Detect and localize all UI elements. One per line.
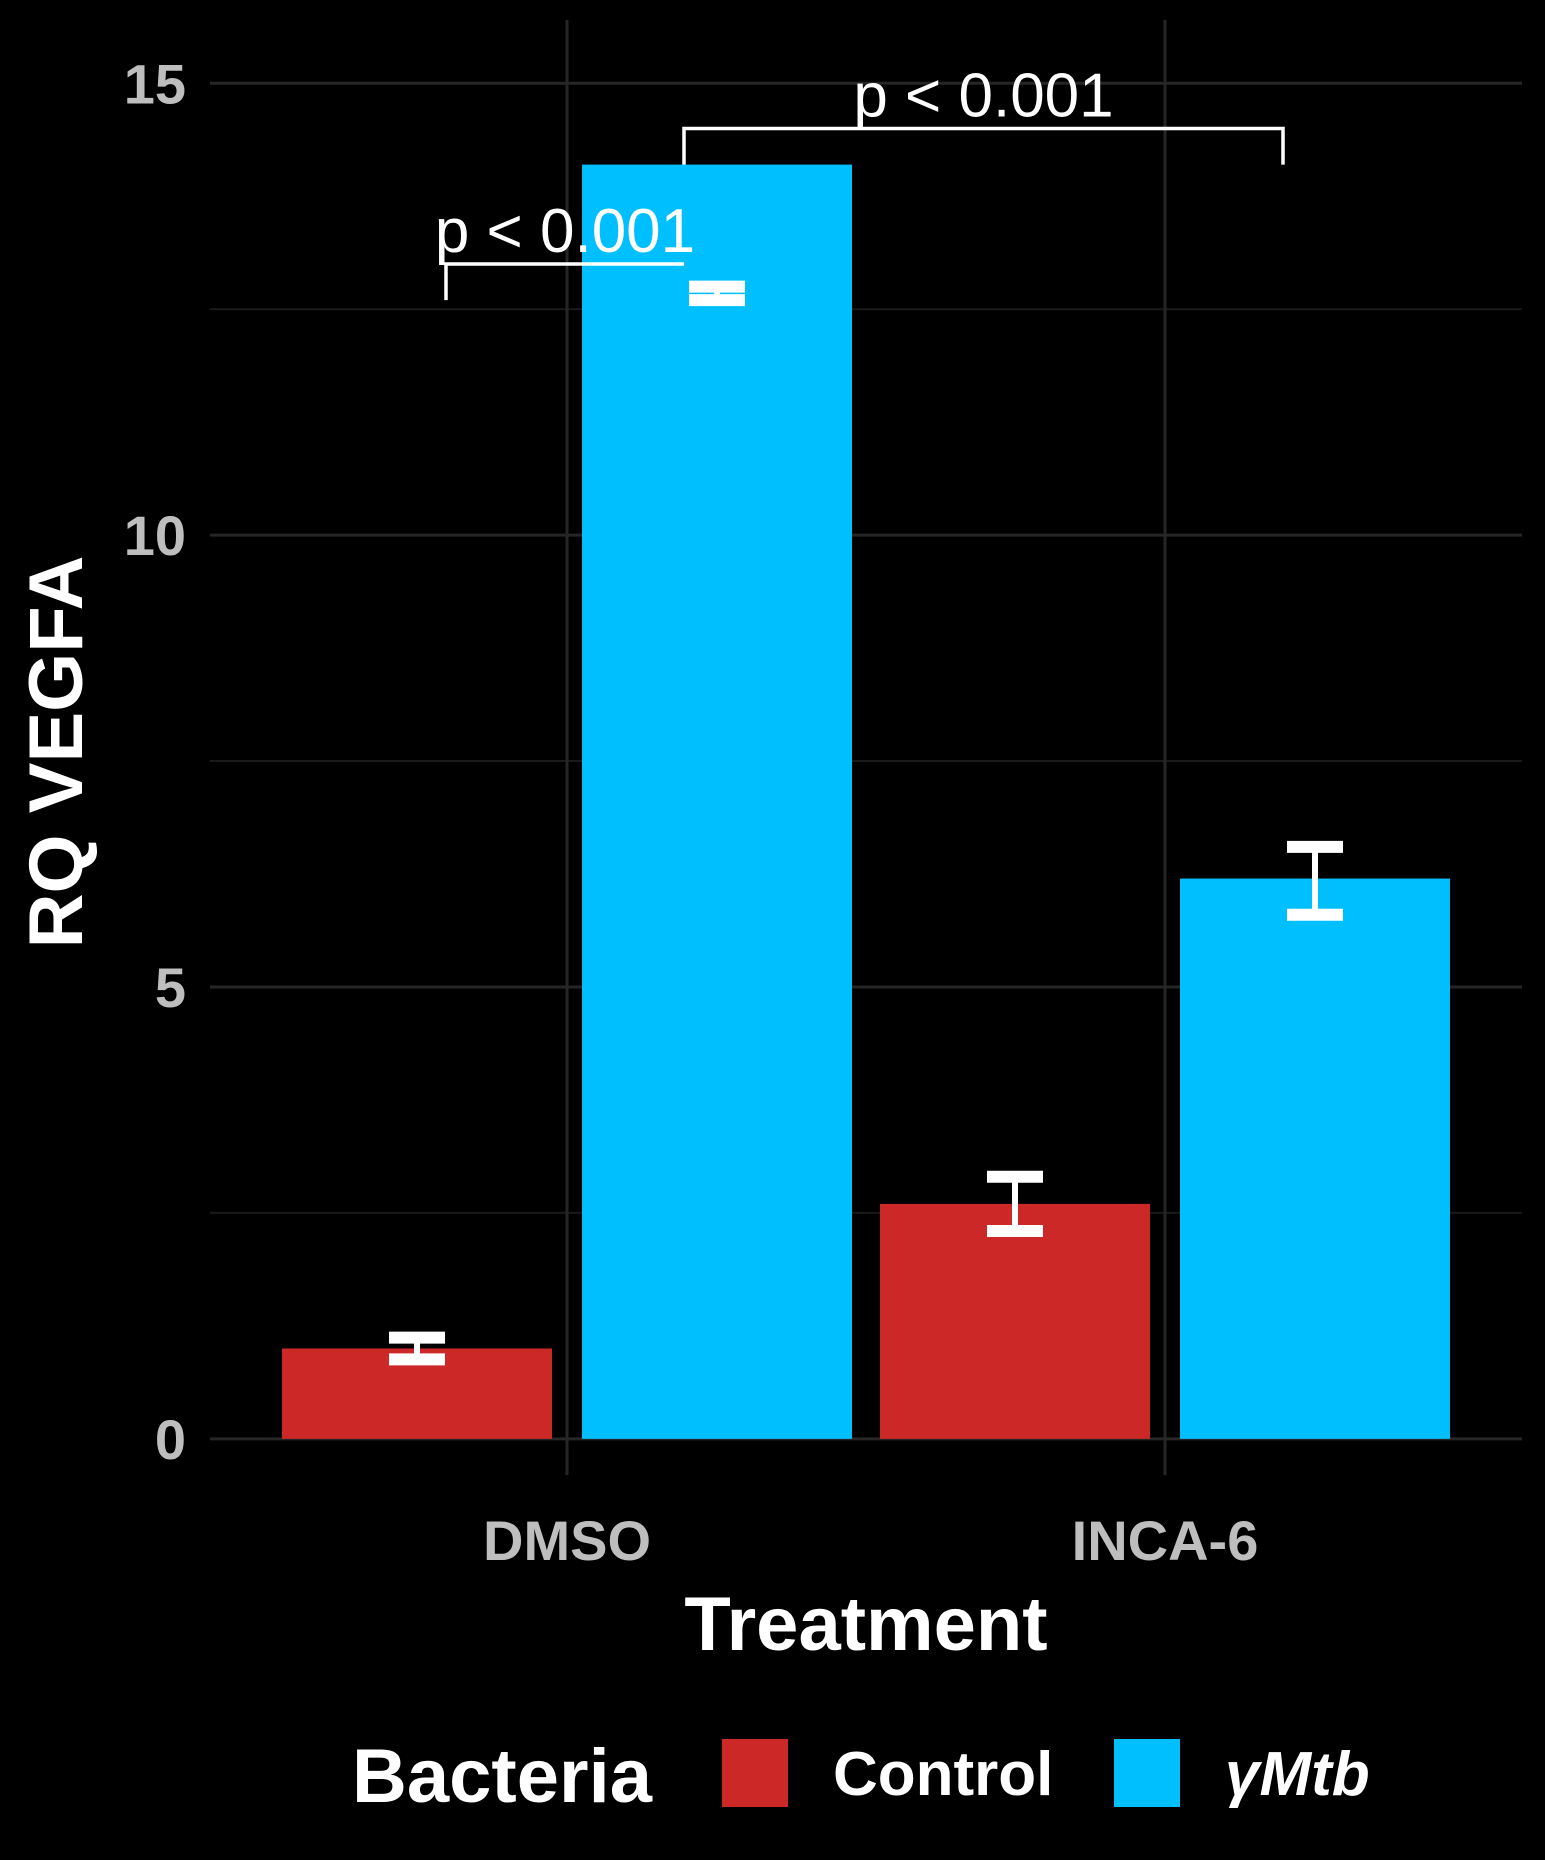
- bar-control-inca6: [880, 1203, 1150, 1439]
- legend-swatch-1: [1114, 1739, 1180, 1807]
- errorbar-0-0: [389, 1331, 445, 1366]
- y-axis-title: RQ VEGFA: [14, 556, 99, 949]
- bar-mtb-dmso: [582, 164, 852, 1439]
- bracket-line: [444, 262, 684, 301]
- y-tick-label: 10: [124, 504, 186, 567]
- y-tick-label: 0: [155, 1408, 186, 1471]
- errorbar-0-1: [987, 1170, 1043, 1237]
- significance-bracket-1: p < 0.001: [682, 61, 1285, 165]
- legend-label-1: γMtb: [1225, 1740, 1370, 1809]
- errorbar-1-0: [689, 280, 745, 307]
- axis-layer: 0 5 10 15 DMSO INCA-6 Treatment RQ VEGFA: [14, 52, 1258, 1667]
- y-tick-label: 15: [124, 52, 186, 115]
- significance-label: p < 0.001: [853, 61, 1113, 130]
- errorbar-layer: [389, 280, 1343, 1366]
- significance-bracket-0: p < 0.001: [435, 197, 695, 301]
- legend-title: Bacteria: [352, 1734, 653, 1819]
- annotation-layer: p < 0.001 p < 0.001: [435, 61, 1285, 301]
- bars-layer: [282, 164, 1450, 1439]
- errorbar-1-1: [1287, 840, 1343, 921]
- bracket-line: [682, 126, 1285, 165]
- x-axis-title: Treatment: [684, 1582, 1047, 1667]
- x-tick-label: INCA-6: [1072, 1509, 1259, 1572]
- bar-mtb-inca6: [1180, 878, 1450, 1439]
- significance-label: p < 0.001: [435, 197, 695, 266]
- x-tick-label: DMSO: [483, 1509, 651, 1572]
- y-tick-label: 5: [155, 956, 186, 1019]
- legend-label-0: Control: [833, 1740, 1053, 1809]
- legend-swatch-0: [722, 1739, 788, 1807]
- legend-layer: Bacteria Control γMtb: [352, 1734, 1370, 1819]
